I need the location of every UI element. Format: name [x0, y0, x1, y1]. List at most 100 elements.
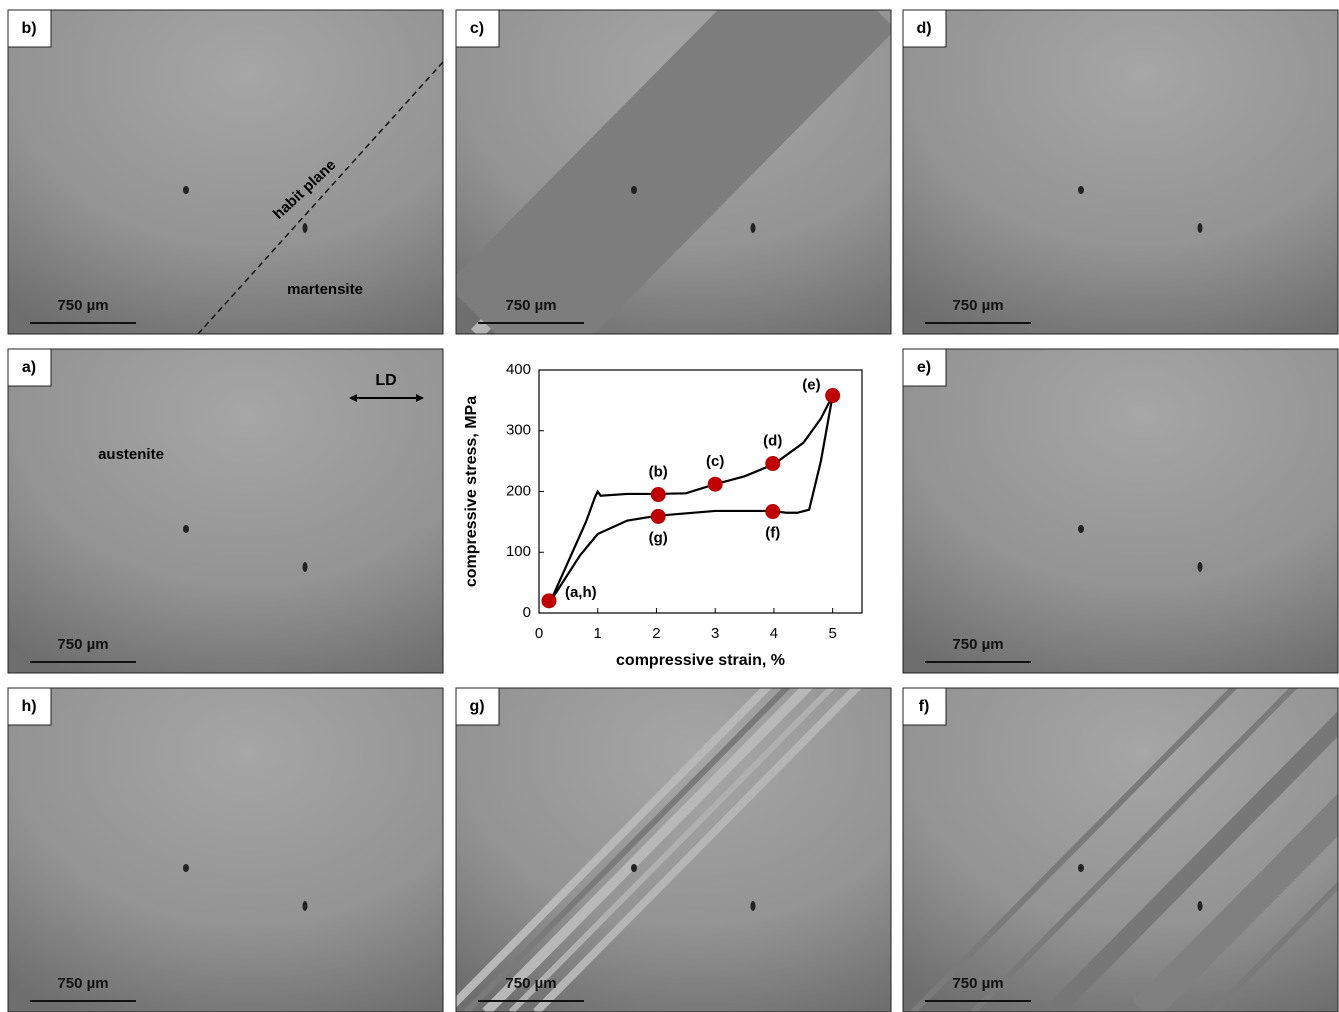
- pit: [1197, 223, 1203, 233]
- pit: [183, 525, 189, 533]
- panel-label: c): [470, 20, 484, 37]
- band: [1210, 881, 1338, 1012]
- state-point: [650, 508, 666, 524]
- label-box: [902, 348, 947, 387]
- scale-label: 750 µm: [952, 636, 1003, 653]
- point-label: (b): [649, 464, 668, 481]
- label-box: [902, 9, 947, 48]
- habit-line: [197, 61, 444, 335]
- state-point: [765, 504, 781, 520]
- annotation: austenite: [98, 446, 164, 463]
- pit: [183, 864, 189, 872]
- panel-image: [456, 688, 891, 1012]
- sem-image: [8, 10, 443, 334]
- band: [970, 688, 1298, 1012]
- label-box: [7, 9, 52, 48]
- sem-panel: a) 750 µm austenite LD: [7, 348, 444, 674]
- band: [910, 688, 1238, 1012]
- panel-label: b): [21, 20, 36, 37]
- state-point: [707, 476, 723, 492]
- x-tick-label: 2: [652, 625, 660, 642]
- scale-label: 750 µm: [505, 975, 556, 992]
- panel-image: [903, 349, 1338, 673]
- panel-image: [8, 688, 443, 1012]
- sem-panel: g) 750 µm: [455, 687, 892, 1012]
- band: [463, 688, 791, 1012]
- pit: [1078, 525, 1084, 533]
- scale-label: 750 µm: [57, 975, 108, 992]
- x-tick-label: 4: [770, 625, 778, 642]
- y-axis-label: compressive stress, MPa: [463, 396, 480, 587]
- band: [508, 688, 836, 1012]
- label-box: [455, 9, 500, 48]
- point-label: (d): [763, 433, 782, 450]
- panel-label: e): [917, 359, 931, 376]
- scale-label: 750 µm: [57, 636, 108, 653]
- curve: [549, 395, 834, 602]
- point-label: (c): [706, 453, 724, 470]
- panel-border: [7, 348, 444, 674]
- sem-panel: d) 750 µm: [902, 9, 1339, 335]
- panel-border: [902, 348, 1339, 674]
- pit: [631, 864, 637, 872]
- panel-border: [902, 9, 1339, 335]
- panel-label: h): [21, 698, 36, 715]
- state-point: [541, 593, 557, 609]
- sem-panel: f) 750 µm: [902, 687, 1339, 1012]
- panel-border: [7, 687, 444, 1012]
- band: [1132, 793, 1338, 1012]
- pit: [750, 901, 756, 911]
- sem-image: [903, 688, 1338, 1012]
- pit: [1197, 562, 1203, 572]
- x-tick-label: 1: [594, 625, 602, 642]
- annotation: LD: [375, 372, 396, 389]
- scale-label: 750 µm: [505, 297, 556, 314]
- panel-label: g): [469, 698, 484, 715]
- sem-image: [903, 349, 1338, 673]
- pit: [302, 901, 308, 911]
- plot-frame: [538, 369, 863, 614]
- panel-border: [455, 687, 892, 1012]
- x-axis-label: compressive strain, %: [616, 652, 785, 669]
- label-box: [902, 687, 947, 726]
- panel-image: [903, 10, 1338, 334]
- y-tick-label: 0: [523, 604, 531, 621]
- label-box: [7, 348, 52, 387]
- pit: [302, 562, 308, 572]
- y-tick-label: 200: [506, 482, 531, 499]
- panel-image: [8, 10, 443, 334]
- sem-panel: h) 750 µm: [7, 687, 444, 1012]
- state-point: [650, 487, 666, 503]
- scale-label: 750 µm: [952, 297, 1003, 314]
- panel-label: a): [22, 359, 36, 376]
- point-label: (e): [802, 376, 820, 393]
- x-tick-label: 3: [711, 625, 719, 642]
- pit: [1197, 901, 1203, 911]
- sem-image: [8, 349, 443, 673]
- panel-image: [8, 349, 443, 673]
- panel-border: [902, 687, 1339, 1012]
- panel-image: [456, 10, 891, 334]
- label-box: [7, 687, 52, 726]
- state-point: [825, 388, 841, 404]
- pit: [183, 186, 189, 194]
- sem-panel: e) 750 µm: [902, 348, 1339, 674]
- state-point: [765, 456, 781, 472]
- pit: [1078, 864, 1084, 872]
- panel-image: [903, 688, 1338, 1012]
- y-tick-label: 100: [506, 543, 531, 560]
- band: [456, 688, 772, 1008]
- band: [1046, 710, 1338, 1012]
- pit: [750, 223, 756, 233]
- scale-label: 750 µm: [952, 975, 1003, 992]
- band: [482, 688, 814, 1012]
- panel-label: f): [919, 698, 930, 715]
- point-label: (f): [765, 525, 780, 542]
- pit: [1078, 186, 1084, 194]
- label-box: [455, 687, 500, 726]
- panel-border: [7, 9, 444, 335]
- y-tick-label: 300: [506, 422, 531, 439]
- sem-panel: c) 750 µm: [455, 9, 892, 335]
